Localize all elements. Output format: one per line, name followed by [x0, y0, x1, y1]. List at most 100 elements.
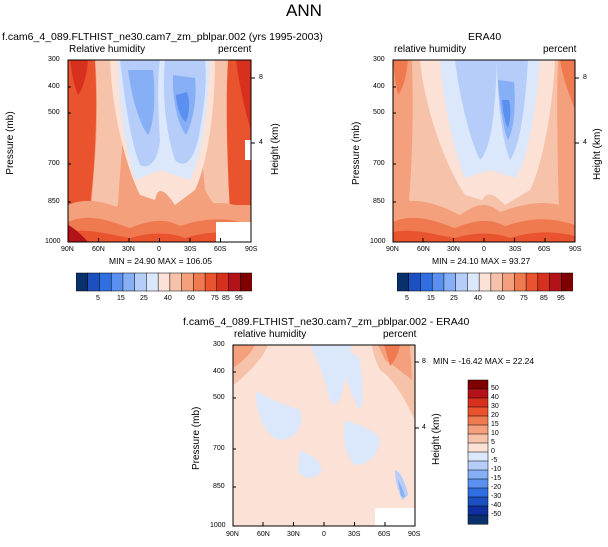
- colorbar-swatch: [467, 442, 489, 453]
- colorbar-label: 5: [96, 295, 100, 302]
- y-tick: 850: [48, 198, 60, 205]
- x-tick: 30S: [509, 246, 522, 253]
- obs-field-label: relative humidity: [394, 44, 467, 55]
- model-y2-tick-8: 8: [259, 74, 263, 81]
- colorbar-label: 60: [187, 295, 195, 302]
- x-tick: 90S: [569, 246, 582, 253]
- x-tick: 60S: [378, 531, 391, 538]
- colorbar-label: 15: [117, 295, 125, 302]
- model-field-label: Relative humidity: [69, 44, 146, 55]
- model-y2-tick-4: 4: [259, 139, 263, 146]
- y-tick: 400: [213, 368, 225, 375]
- x-tick: 60S: [538, 246, 551, 253]
- y-tick: 1000: [370, 238, 386, 245]
- colorbar-label: 60: [497, 295, 505, 302]
- diff-y2-tick-8: 8: [422, 358, 426, 365]
- y-tick: 700: [213, 445, 225, 452]
- diff-panel-title: f.cam6_4_089.FLTHIST_ne30.cam7_zm_pblpar…: [183, 316, 470, 328]
- colorbar-label: 40: [164, 295, 172, 302]
- x-tick: 90N: [226, 531, 239, 538]
- diff-y2-tick-4: 4: [422, 424, 426, 431]
- colorbar-swatch: [467, 415, 489, 426]
- colorbar-label: 5: [405, 295, 409, 302]
- colorbar-label: -30: [491, 492, 502, 500]
- obs-colorbar: [397, 272, 573, 292]
- model-contour-fill: [68, 60, 251, 242]
- diff-contour-fill: [233, 345, 415, 526]
- colorbar-label: 75: [520, 295, 528, 302]
- y-tick: 400: [373, 83, 385, 90]
- colorbar-swatch: [467, 451, 489, 462]
- colorbar-label: -40: [491, 501, 502, 509]
- colorbar-label: 25: [140, 295, 148, 302]
- colorbar-label: 20: [491, 411, 499, 419]
- colorbar-label: -5: [491, 456, 498, 464]
- x-tick: 0: [157, 246, 161, 253]
- x-tick: 60S: [214, 246, 227, 253]
- x-tick: 60N: [92, 246, 105, 253]
- obs-axis-ticks: [393, 77, 579, 242]
- diff-ylabel: Pressure (mb): [191, 406, 202, 470]
- colorbar-swatch: [467, 397, 489, 408]
- colorbar-swatch: [467, 460, 489, 471]
- y-tick: 850: [373, 198, 385, 205]
- x-tick: 90S: [245, 246, 258, 253]
- x-tick: 30N: [447, 246, 460, 253]
- colorbar-swatch: [467, 406, 489, 417]
- obs-panel-title: ERA40: [468, 31, 502, 43]
- y-tick: 850: [213, 483, 225, 490]
- page-title: ANN: [286, 1, 322, 20]
- colorbar-label: 85: [540, 295, 548, 302]
- obs-y2-tick-4: 4: [583, 139, 587, 146]
- x-tick: 30N: [122, 246, 135, 253]
- colorbar-label: -10: [491, 465, 502, 473]
- colorbar-swatch: [467, 496, 489, 507]
- colorbar-swatch: [467, 505, 489, 516]
- colorbar-label: 40: [474, 295, 482, 302]
- y-tick: 300: [213, 341, 225, 348]
- diff-min-max: MIN = -16.42 MAX = 22.24: [433, 356, 535, 366]
- colorbar-swatch: [467, 514, 489, 525]
- diff-axis-ticks: [233, 361, 419, 526]
- obs-contour-fill: [393, 60, 575, 242]
- colorbar-label: 30: [491, 402, 499, 410]
- colorbar-label: 95: [557, 295, 565, 302]
- x-tick: 30N: [287, 531, 300, 538]
- colorbar-label: 25: [450, 295, 458, 302]
- colorbar-label: 15: [491, 420, 499, 428]
- y-tick: 1000: [210, 522, 226, 529]
- y-tick: 700: [48, 160, 60, 167]
- diff-colorbar: [467, 379, 489, 525]
- diff-units-label: percent: [383, 329, 417, 340]
- colorbar-label: 10: [491, 429, 499, 437]
- colorbar-label: 0: [491, 447, 495, 455]
- x-tick: 30S: [348, 531, 361, 538]
- x-tick: 90N: [386, 246, 399, 253]
- colorbar-label: 15: [427, 295, 435, 302]
- obs-min-max: MIN = 24.10 MAX = 93.27: [432, 256, 531, 266]
- colorbar-swatch: [467, 379, 489, 390]
- diff-y2label: Height (km): [431, 413, 442, 465]
- colorbar-label: -20: [491, 483, 502, 491]
- y-tick: 300: [373, 56, 385, 63]
- colorbar-label: 5: [491, 438, 495, 446]
- diff-field-label: relative humidity: [234, 329, 307, 340]
- colorbar-label: 85: [222, 295, 230, 302]
- colorbar-swatch: [467, 469, 489, 480]
- model-units-label: percent: [218, 44, 252, 55]
- y-tick: 700: [373, 160, 385, 167]
- y-tick: 400: [48, 83, 60, 90]
- model-axis-ticks: [68, 77, 255, 242]
- x-tick: 0: [482, 246, 486, 253]
- y-tick: 500: [48, 109, 60, 116]
- x-tick: 0: [322, 531, 326, 538]
- x-tick: 90S: [408, 531, 421, 538]
- y-tick: 300: [48, 56, 60, 63]
- obs-y2-tick-8: 8: [583, 74, 587, 81]
- colorbar-label: -15: [491, 474, 502, 482]
- model-min-max: MIN = 24.90 MAX = 106.05: [109, 256, 213, 266]
- x-tick: 90N: [61, 246, 74, 253]
